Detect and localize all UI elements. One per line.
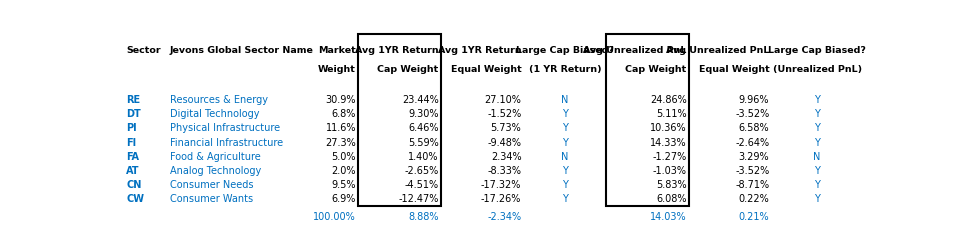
Text: N: N [561,152,569,162]
Text: RE: RE [126,95,140,105]
Text: 14.03%: 14.03% [650,212,687,222]
Text: 2.0%: 2.0% [332,166,357,176]
Text: -3.52%: -3.52% [735,166,770,176]
Text: 9.96%: 9.96% [739,95,770,105]
Text: Y: Y [814,124,820,133]
Text: 1.40%: 1.40% [408,152,439,162]
Text: 27.10%: 27.10% [484,95,522,105]
Text: Financial Infrastructure: Financial Infrastructure [170,138,283,148]
Text: -8.71%: -8.71% [735,180,770,190]
Text: 6.46%: 6.46% [408,124,439,133]
Text: 100.00%: 100.00% [313,212,357,222]
Text: Y: Y [814,138,820,148]
Text: -2.65%: -2.65% [405,166,439,176]
Text: -4.51%: -4.51% [405,180,439,190]
Text: -9.48%: -9.48% [487,138,522,148]
Text: Avg 1YR Return: Avg 1YR Return [356,46,439,55]
Text: Y: Y [814,95,820,105]
Text: Resources & Energy: Resources & Energy [170,95,268,105]
Text: Avg 1YR Return: Avg 1YR Return [438,46,522,55]
Text: -2.34%: -2.34% [487,212,522,222]
Text: (Unrealized PnL): (Unrealized PnL) [773,65,862,74]
Text: 6.8%: 6.8% [332,109,357,119]
Text: -2.64%: -2.64% [735,138,770,148]
Text: 24.86%: 24.86% [650,95,687,105]
Text: 5.83%: 5.83% [656,180,687,190]
Text: Analog Technology: Analog Technology [170,166,261,176]
Text: AT: AT [126,166,139,176]
Text: Large Cap Biased?: Large Cap Biased? [516,46,614,55]
Text: 9.30%: 9.30% [408,109,439,119]
Text: 27.3%: 27.3% [326,138,357,148]
Bar [358,34,441,206]
Text: Physical Infrastructure: Physical Infrastructure [170,124,280,133]
Text: -1.52%: -1.52% [487,109,522,119]
Text: 10.36%: 10.36% [650,124,687,133]
Text: Y: Y [814,166,820,176]
Text: Avg Unrealized PnL: Avg Unrealized PnL [583,46,687,55]
Text: 11.6%: 11.6% [326,124,357,133]
Text: 6.9%: 6.9% [332,194,357,204]
Text: Equal Weight: Equal Weight [451,65,522,74]
Text: 0.22%: 0.22% [739,194,770,204]
Text: Consumer Wants: Consumer Wants [170,194,253,204]
Text: 23.44%: 23.44% [402,95,439,105]
Text: Jevons Global Sector Name: Jevons Global Sector Name [170,46,314,55]
Text: 5.73%: 5.73% [491,124,522,133]
Text: N: N [813,152,821,162]
Text: -1.27%: -1.27% [653,152,687,162]
Text: Large Cap Biased?: Large Cap Biased? [768,46,866,55]
Text: Cap Weight: Cap Weight [378,65,439,74]
Text: Consumer Needs: Consumer Needs [170,180,254,190]
Text: -17.26%: -17.26% [481,194,522,204]
Text: 5.11%: 5.11% [656,109,687,119]
Text: Y: Y [814,194,820,204]
Text: 3.29%: 3.29% [739,152,770,162]
Text: PI: PI [126,124,136,133]
Text: Y: Y [562,194,568,204]
Text: -3.52%: -3.52% [735,109,770,119]
Text: 14.33%: 14.33% [650,138,687,148]
Text: 30.9%: 30.9% [326,95,357,105]
Text: 2.34%: 2.34% [491,152,522,162]
Text: Equal Weight: Equal Weight [699,65,770,74]
Text: Market: Market [318,46,357,55]
Text: 5.59%: 5.59% [408,138,439,148]
Text: -8.33%: -8.33% [487,166,522,176]
Text: -12.47%: -12.47% [399,194,439,204]
Text: 5.0%: 5.0% [332,152,357,162]
Text: -1.03%: -1.03% [653,166,687,176]
Text: CW: CW [126,194,144,204]
Text: N: N [561,95,569,105]
Text: Y: Y [562,109,568,119]
Text: Y: Y [562,166,568,176]
Text: DT: DT [126,109,141,119]
Text: FA: FA [126,152,139,162]
Text: -17.32%: -17.32% [481,180,522,190]
Text: 0.21%: 0.21% [739,212,770,222]
Text: Y: Y [562,180,568,190]
Text: Digital Technology: Digital Technology [170,109,259,119]
Text: 6.58%: 6.58% [739,124,770,133]
Text: Sector: Sector [126,46,160,55]
Text: 6.08%: 6.08% [656,194,687,204]
Text: Weight: Weight [318,65,357,74]
Text: Cap Weight: Cap Weight [626,65,687,74]
Text: CN: CN [126,180,141,190]
Text: Y: Y [814,109,820,119]
Text: 8.88%: 8.88% [408,212,439,222]
Text: Y: Y [562,124,568,133]
Text: FI: FI [126,138,136,148]
Text: (1 YR Return): (1 YR Return) [529,65,602,74]
Bar [606,34,689,206]
Text: Y: Y [814,180,820,190]
Text: Avg Unrealized PnL: Avg Unrealized PnL [666,46,770,55]
Text: 9.5%: 9.5% [332,180,357,190]
Text: Food & Agriculture: Food & Agriculture [170,152,260,162]
Text: Y: Y [562,138,568,148]
